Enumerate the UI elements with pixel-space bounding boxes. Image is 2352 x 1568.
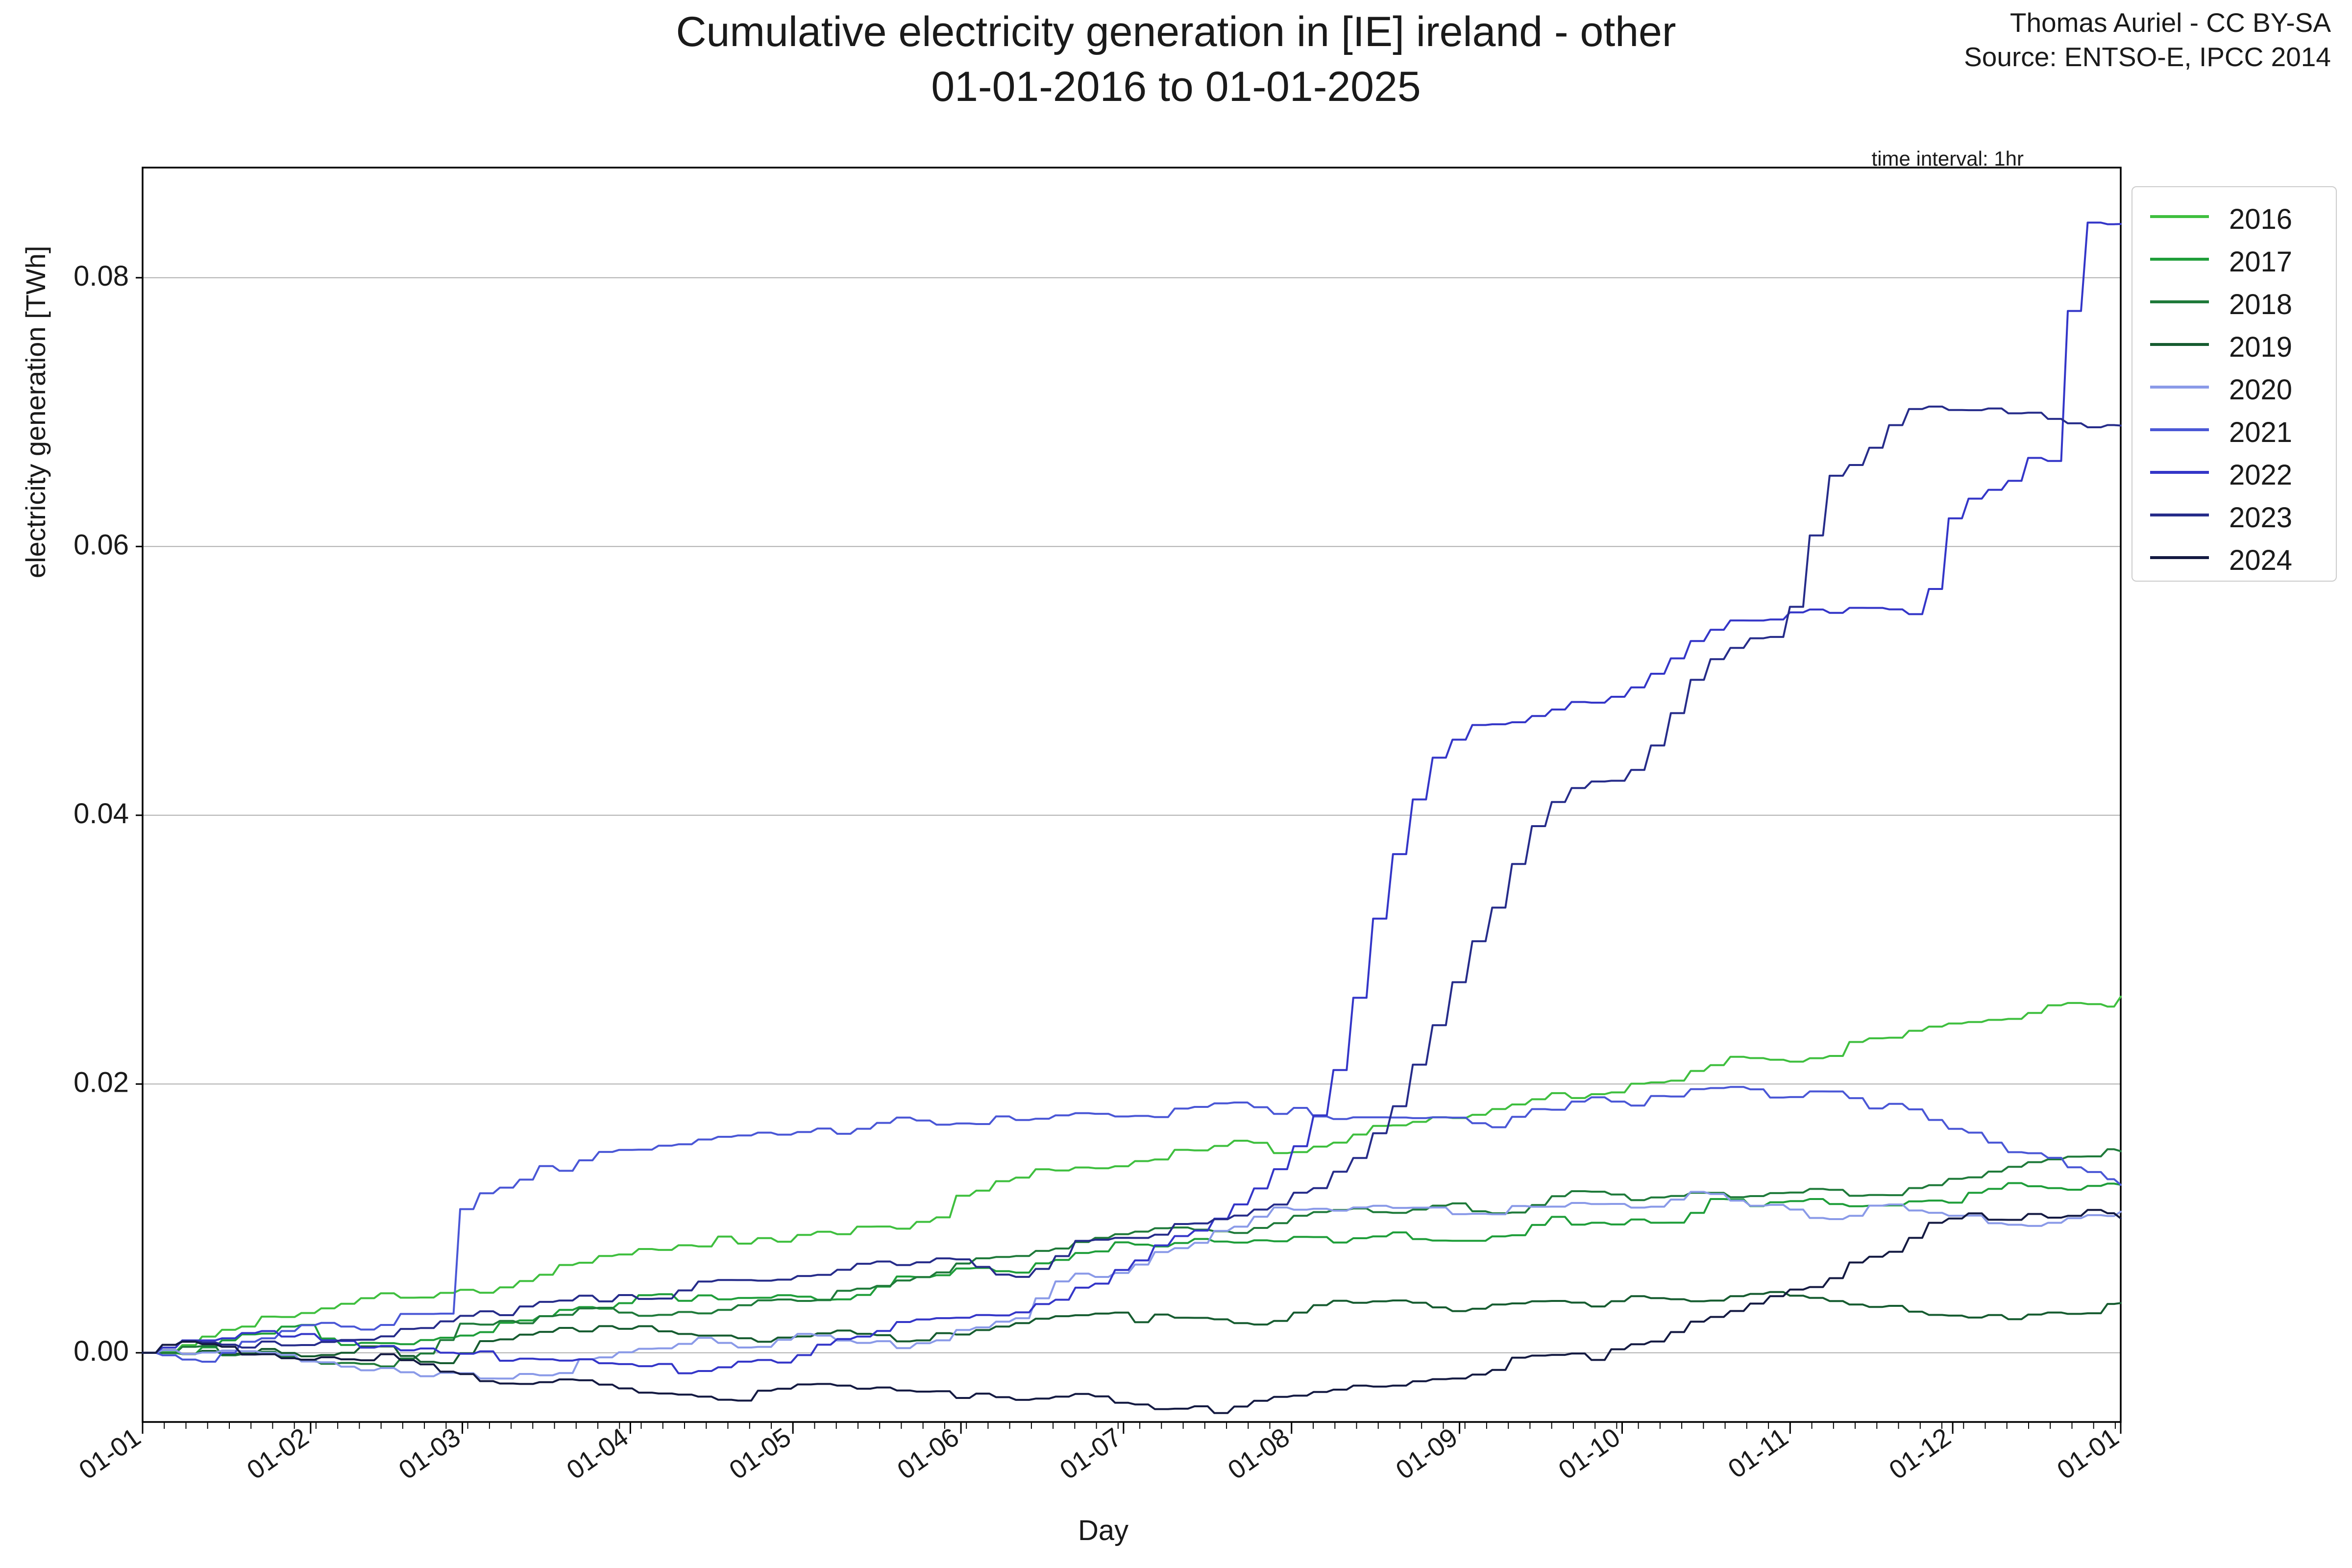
svg-text:01-10: 01-10 (1553, 1422, 1626, 1485)
svg-text:01-03: 01-03 (393, 1422, 466, 1485)
svg-text:0.06: 0.06 (74, 529, 129, 561)
svg-text:0.08: 0.08 (74, 260, 129, 292)
svg-text:01-08: 01-08 (1223, 1422, 1295, 1485)
svg-text:0.02: 0.02 (74, 1066, 129, 1098)
svg-text:0.00: 0.00 (74, 1335, 129, 1367)
svg-text:01-06: 01-06 (892, 1422, 964, 1485)
svg-text:01-11: 01-11 (1723, 1422, 1793, 1484)
svg-text:01-05: 01-05 (724, 1422, 797, 1485)
svg-text:01-07: 01-07 (1054, 1422, 1127, 1485)
svg-text:01-02: 01-02 (242, 1422, 314, 1485)
svg-text:01-04: 01-04 (562, 1422, 634, 1485)
svg-text:01-01: 01-01 (2052, 1422, 2124, 1485)
svg-text:0.04: 0.04 (74, 798, 129, 830)
svg-text:01-12: 01-12 (1884, 1422, 1956, 1485)
svg-text:01-01: 01-01 (74, 1422, 146, 1485)
svg-text:01-09: 01-09 (1391, 1422, 1463, 1485)
